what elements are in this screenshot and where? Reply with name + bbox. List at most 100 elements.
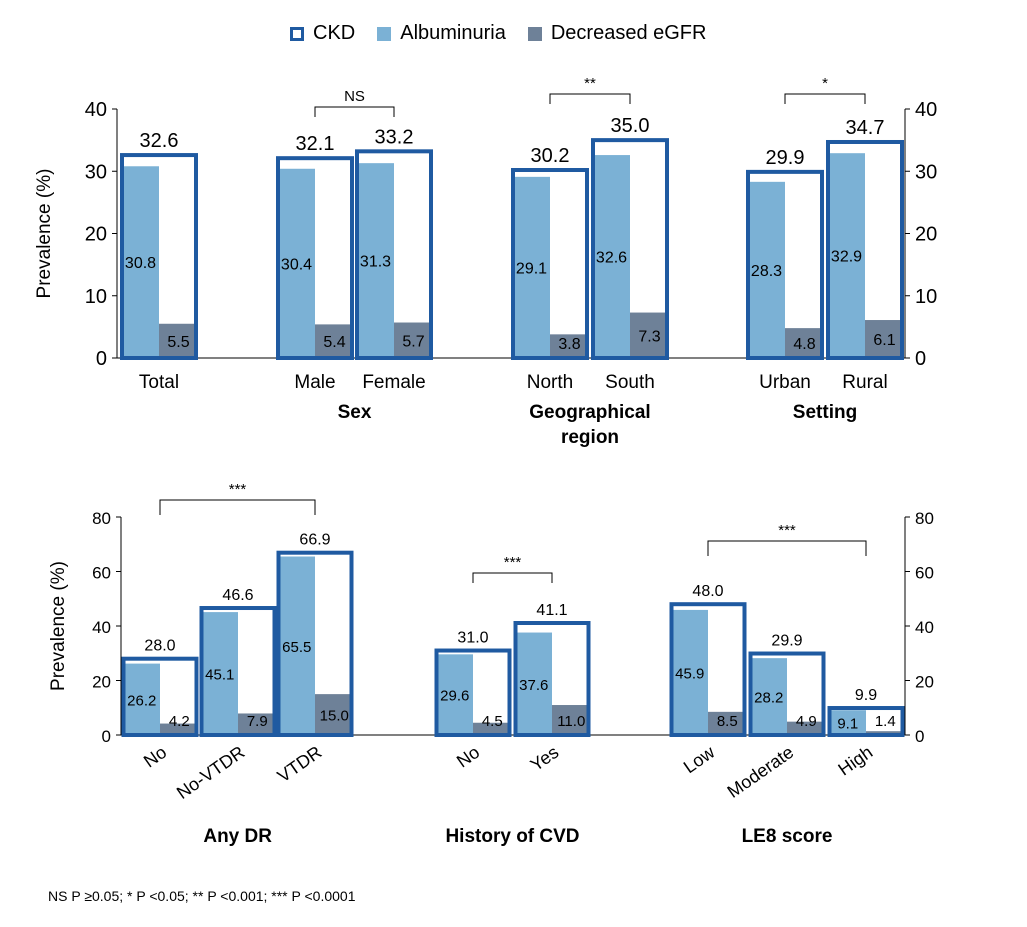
chart1-label-ckd: 41.1 bbox=[536, 602, 567, 619]
legend-item-egfr: Decreased eGFR bbox=[527, 22, 707, 45]
chart0-significance-bracket bbox=[784, 93, 866, 104]
chart0-label-egfr: 7.3 bbox=[638, 328, 660, 345]
chart0-bar-ckd bbox=[355, 149, 433, 360]
chart0-category-label: South bbox=[605, 372, 655, 393]
chart0-ytick-label-right: 10 bbox=[915, 286, 937, 308]
chart1-label-egfr: 15.0 bbox=[320, 708, 349, 725]
chart1-label-ckd: 46.6 bbox=[222, 587, 253, 604]
chart0-bar-egfr bbox=[785, 328, 824, 358]
chart1-bar-albuminuria bbox=[121, 663, 160, 735]
chart0-label-albuminuria: 32.6 bbox=[596, 250, 627, 267]
chart0-bar-egfr bbox=[550, 334, 589, 358]
chart0-label-albuminuria: 29.1 bbox=[516, 260, 547, 277]
chart1-bar-albuminuria bbox=[434, 654, 473, 735]
chart0-ytick-label-left: 20 bbox=[85, 224, 107, 246]
chart0-group-label: Setting bbox=[793, 402, 857, 423]
chart0-significance-bracket bbox=[549, 93, 631, 104]
chart1-ytick-label-right: 60 bbox=[915, 564, 934, 583]
chart0-ytick-label-left: 40 bbox=[85, 99, 107, 121]
chart0-label-egfr: 6.1 bbox=[873, 332, 895, 349]
chart1-label-egfr: 7.9 bbox=[247, 713, 268, 730]
chart0-bar-albuminuria bbox=[826, 153, 865, 358]
chart1-label-albuminuria: 65.5 bbox=[282, 639, 311, 656]
legend-item-albuminuria: Albuminuria bbox=[377, 22, 506, 45]
chart1-bar-egfr bbox=[160, 723, 199, 735]
chart1-bar-albuminuria bbox=[748, 658, 787, 735]
chart1-label-albuminuria: 28.2 bbox=[754, 690, 783, 707]
chart0-significance-bracket bbox=[314, 106, 395, 117]
chart0-category-label: Total bbox=[139, 372, 179, 393]
legend-swatch-ckd bbox=[290, 26, 304, 41]
chart0-ytick-label-right: 30 bbox=[915, 161, 937, 183]
chart1-bar-ckd bbox=[669, 602, 747, 738]
chart1-ytick-label-left: 40 bbox=[92, 618, 111, 637]
chart1-group-label: Any DR bbox=[203, 826, 272, 847]
legend-label-egfr: Decreased eGFR bbox=[550, 22, 707, 44]
chart0-label-albuminuria: 32.9 bbox=[831, 249, 862, 266]
chart0-label-albuminuria: 30.4 bbox=[281, 256, 312, 273]
legend-label-albuminuria: Albuminuria bbox=[400, 22, 506, 44]
chart0-bar-albuminuria bbox=[746, 181, 785, 358]
chart1-bar-albuminuria bbox=[276, 556, 315, 735]
chart1-label-albuminuria: 45.9 bbox=[675, 665, 704, 682]
chart1-bar-albuminuria bbox=[199, 612, 238, 735]
chart1-ytick-label-right: 40 bbox=[915, 618, 934, 637]
chart1-label-ckd: 48.0 bbox=[692, 583, 723, 600]
chart0-bar-albuminuria bbox=[511, 176, 550, 358]
chart0-label-ckd: 29.9 bbox=[766, 147, 805, 169]
chart0-label-ckd: 34.7 bbox=[846, 117, 885, 139]
chart1-label-albuminuria: 26.2 bbox=[127, 692, 156, 709]
chart0-label-ckd: 32.1 bbox=[296, 133, 335, 155]
chart0-bar-ckd bbox=[591, 138, 669, 360]
chart1-bar-albuminuria bbox=[669, 609, 708, 735]
chart1-category-label: Yes bbox=[527, 742, 563, 775]
chart0-ytick-label-left: 0 bbox=[96, 348, 107, 370]
chart1-bar-albuminuria bbox=[827, 710, 866, 735]
chart1-bar-ckd bbox=[827, 706, 905, 738]
chart1-group-label: History of CVD bbox=[445, 826, 579, 847]
chart1-label-albuminuria: 37.6 bbox=[519, 677, 548, 694]
chart1-bar-egfr bbox=[238, 713, 277, 735]
chart1-bar-ckd bbox=[276, 550, 354, 738]
legend-label-ckd: CKD bbox=[313, 22, 356, 44]
chart1-bar-egfr bbox=[708, 711, 747, 735]
chart1-ytick-label-right: 20 bbox=[915, 673, 934, 692]
chart0-bar-ckd bbox=[511, 168, 589, 360]
chart0-significance-label: * bbox=[822, 75, 828, 92]
chart0-category-label: North bbox=[527, 372, 573, 393]
chart1-ytick-label-left: 80 bbox=[92, 509, 111, 528]
chart0-category-label: Male bbox=[294, 372, 335, 393]
chart0-significance-label: NS bbox=[344, 88, 365, 105]
chart0-bar-ckd bbox=[276, 156, 354, 360]
chart0-bar-egfr bbox=[315, 324, 354, 358]
chart0-bar-albuminuria bbox=[120, 166, 159, 358]
chart1-label-egfr: 4.2 bbox=[169, 713, 190, 730]
chart0-category-label: Rural bbox=[842, 372, 887, 393]
chart0-bar-ckd bbox=[746, 169, 824, 360]
chart1-category-label: No bbox=[453, 742, 483, 772]
chart1-bar-egfr bbox=[473, 722, 512, 735]
chart0-ytick-label-right: 40 bbox=[915, 99, 937, 121]
chart0-label-ckd: 30.2 bbox=[531, 145, 570, 167]
chart0-group-label: Sex bbox=[338, 402, 372, 423]
chart0-ytick-label-right: 20 bbox=[915, 224, 937, 246]
chart1-label-ckd: 28.0 bbox=[144, 638, 175, 655]
chart0-bar-ckd bbox=[120, 153, 198, 360]
footnote: NS P ≥0.05; * P <0.05; ** P <0.001; *** … bbox=[48, 888, 356, 904]
chart1-ytick-label-left: 60 bbox=[92, 564, 111, 583]
chart1-ytick-label-right: 0 bbox=[915, 727, 924, 746]
chart0-bar-egfr bbox=[865, 320, 904, 358]
chart0-bar-egfr bbox=[394, 322, 433, 358]
chart1-label-ckd: 9.9 bbox=[855, 687, 877, 704]
chart1-label-egfr: 4.9 bbox=[796, 713, 817, 730]
chart1-bar-ckd bbox=[513, 621, 591, 737]
chart0-bar-albuminuria bbox=[591, 155, 630, 358]
chart0-y-axis-label: Prevalence (%) bbox=[34, 169, 55, 299]
chart1-significance-bracket bbox=[707, 540, 867, 556]
chart0-label-ckd: 32.6 bbox=[140, 130, 179, 152]
legend-swatch-egfr bbox=[527, 26, 542, 41]
chart1-bar-ckd bbox=[434, 648, 512, 738]
chart1-category-label: High bbox=[834, 742, 876, 780]
chart0-ytick-label-left: 10 bbox=[85, 286, 107, 308]
